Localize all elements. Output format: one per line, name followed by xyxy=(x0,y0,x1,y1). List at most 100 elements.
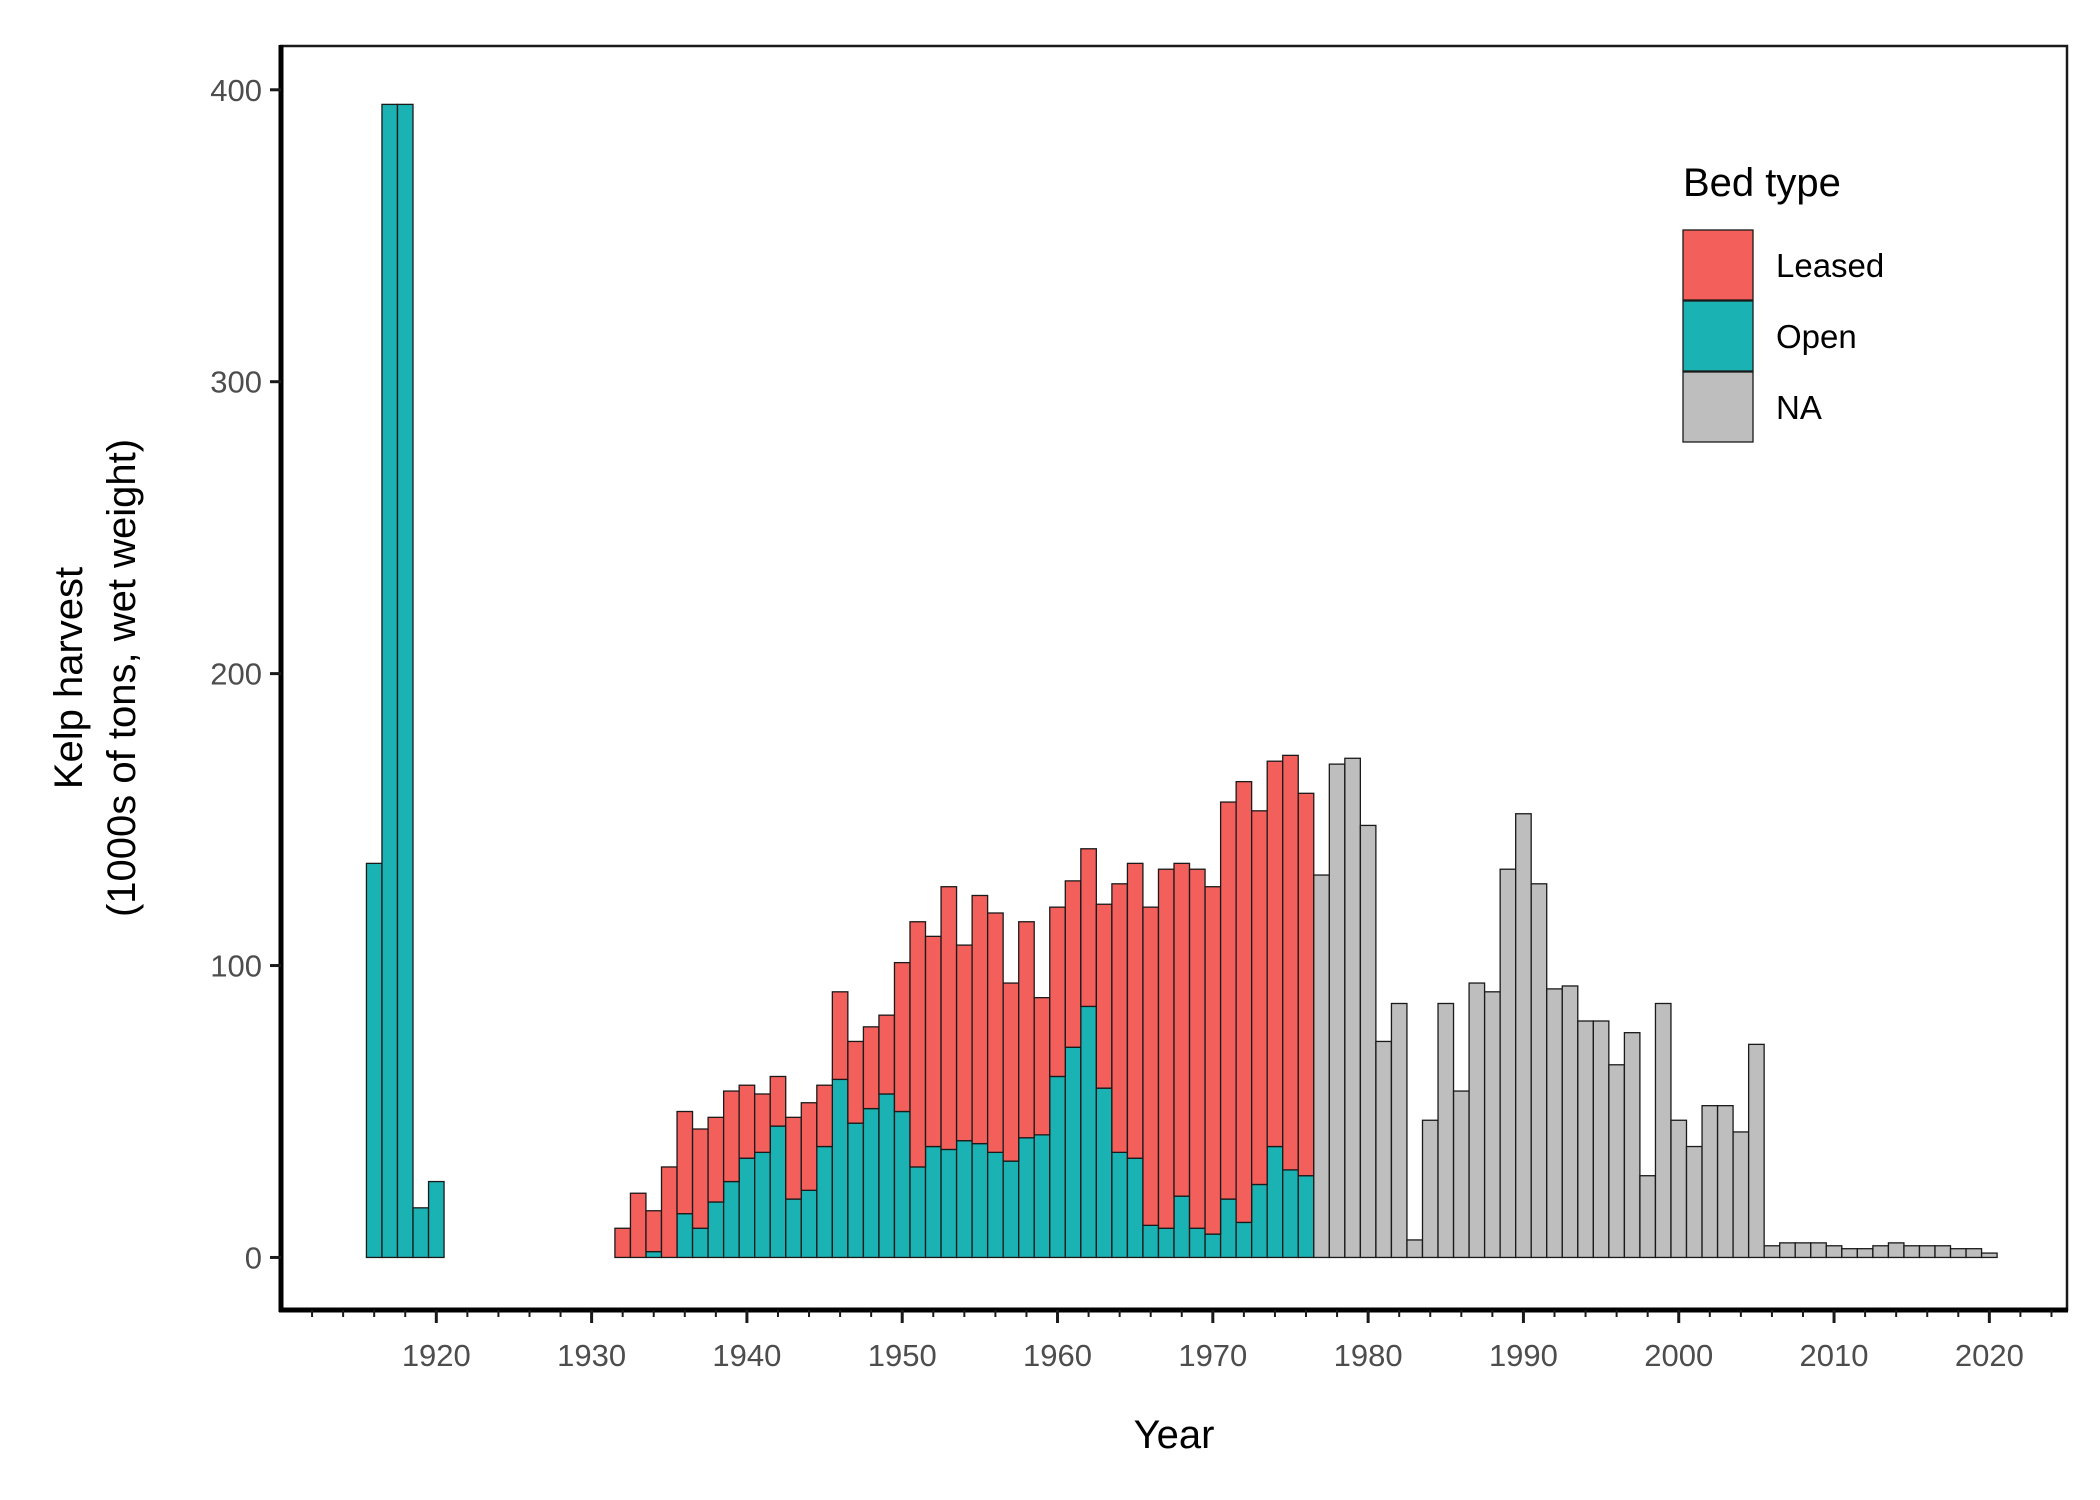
legend-label-open: Open xyxy=(1776,318,1857,355)
bar-open-1962 xyxy=(1080,1005,1097,1259)
bar-leased-1964 xyxy=(1111,883,1129,1154)
bar-open-1954 xyxy=(955,1140,973,1259)
bar-leased-1953 xyxy=(940,886,958,1151)
y-axis-title-line-1: Kelp harvest xyxy=(47,567,91,789)
y-tick-label-100: 100 xyxy=(210,949,262,984)
bar-leased-1940 xyxy=(738,1084,756,1159)
bar-leased-1956 xyxy=(987,912,1004,1154)
bar-open-1976 xyxy=(1297,1175,1315,1259)
bar-leased-1947 xyxy=(847,1040,865,1124)
bar-leased-1937 xyxy=(691,1128,709,1229)
x-tick-label-1960: 1960 xyxy=(1023,1338,1092,1373)
bar-na-2017 xyxy=(1934,1245,1952,1259)
bar-leased-1973 xyxy=(1251,810,1268,1186)
bar-leased-1962 xyxy=(1080,848,1097,1008)
y-tick-label-200: 200 xyxy=(210,657,262,692)
bar-na-1994 xyxy=(1577,1020,1594,1259)
bar-open-1949 xyxy=(878,1093,896,1259)
bar-na-2006 xyxy=(1763,1245,1781,1259)
bar-open-1938 xyxy=(707,1201,725,1259)
bar-leased-1936 xyxy=(676,1110,694,1215)
bar-na-2016 xyxy=(1918,1245,1936,1259)
bar-open-1955 xyxy=(971,1142,989,1259)
legend-swatch-leased xyxy=(1682,229,1754,301)
x-axis-title: Year xyxy=(1134,1413,1215,1457)
bar-leased-1950 xyxy=(893,961,911,1113)
bar-open-1968 xyxy=(1173,1195,1191,1259)
x-tick-label-1970: 1970 xyxy=(1178,1338,1247,1373)
bar-leased-1952 xyxy=(924,935,942,1148)
bar-na-2015 xyxy=(1903,1245,1921,1259)
bar-open-1934 xyxy=(645,1250,663,1259)
bar-na-2011 xyxy=(1841,1248,1858,1259)
bar-leased-1974 xyxy=(1266,760,1284,1148)
bar-leased-1955 xyxy=(971,894,989,1145)
y-tick-label-0: 0 xyxy=(245,1240,262,1275)
bar-leased-1960 xyxy=(1049,906,1066,1078)
bar-leased-1976 xyxy=(1297,792,1315,1177)
bar-open-1916 xyxy=(365,862,383,1259)
legend-title: Bed type xyxy=(1683,161,1841,205)
bar-na-2002 xyxy=(1701,1105,1719,1259)
bar-na-2020 xyxy=(1980,1252,1998,1259)
bar-leased-1961 xyxy=(1064,880,1082,1048)
bar-na-2018 xyxy=(1949,1248,1967,1259)
bar-open-1971 xyxy=(1219,1198,1237,1259)
axes-layer: 0 100 200 300 400 1920 1930 1940 1950 1960 1970 198… xyxy=(47,44,2069,1457)
bar-open-1961 xyxy=(1064,1046,1082,1259)
x-tick-label-2020: 2020 xyxy=(1955,1338,2024,1373)
bar-na-1992 xyxy=(1546,988,1563,1259)
x-tick-label-2010: 2010 xyxy=(1800,1338,1869,1373)
bar-leased-1972 xyxy=(1235,780,1253,1224)
bar-open-1937 xyxy=(691,1227,709,1259)
bar-leased-1949 xyxy=(878,1014,896,1095)
bar-leased-1941 xyxy=(754,1093,771,1154)
bar-na-1977 xyxy=(1313,874,1330,1259)
bar-open-1918 xyxy=(396,103,414,1259)
bar-na-1989 xyxy=(1499,868,1517,1259)
bar-open-1957 xyxy=(1002,1160,1020,1259)
bar-open-1952 xyxy=(924,1145,942,1259)
bar-leased-1943 xyxy=(785,1116,802,1200)
bar-open-1936 xyxy=(676,1213,694,1259)
bar-na-1980 xyxy=(1359,824,1377,1259)
bars-layer xyxy=(365,103,1998,1259)
bar-open-1963 xyxy=(1095,1087,1113,1259)
bar-leased-1939 xyxy=(722,1090,740,1183)
legend: Bed type Leased Open NA xyxy=(1682,161,1884,443)
bar-na-1978 xyxy=(1328,763,1346,1259)
bar-open-1919 xyxy=(412,1207,430,1259)
x-tick-label-1930: 1930 xyxy=(557,1338,626,1373)
bar-leased-1935 xyxy=(660,1166,678,1259)
bar-na-1996 xyxy=(1608,1064,1626,1259)
bar-open-1958 xyxy=(1018,1137,1035,1259)
bar-open-1950 xyxy=(893,1110,911,1259)
bar-leased-1966 xyxy=(1142,906,1160,1226)
bar-open-1959 xyxy=(1033,1134,1051,1259)
bar-na-2003 xyxy=(1716,1105,1734,1259)
y-axis-title-line-2: (1000s of tons, wet weight) xyxy=(100,439,144,917)
bar-open-1945 xyxy=(816,1145,833,1259)
bar-open-1941 xyxy=(754,1151,771,1259)
bar-open-1956 xyxy=(987,1151,1004,1259)
bar-na-1979 xyxy=(1344,757,1361,1259)
bar-leased-1946 xyxy=(831,991,849,1081)
bar-na-2007 xyxy=(1779,1242,1796,1259)
bar-na-2013 xyxy=(1872,1245,1890,1259)
bar-leased-1968 xyxy=(1173,862,1191,1197)
bar-leased-1967 xyxy=(1157,868,1175,1229)
bar-leased-1944 xyxy=(800,1102,818,1191)
bar-na-2004 xyxy=(1732,1131,1750,1259)
bar-open-1969 xyxy=(1188,1227,1206,1259)
bar-open-1917 xyxy=(381,103,399,1259)
bar-open-1975 xyxy=(1282,1169,1299,1259)
bar-open-1920 xyxy=(427,1180,445,1259)
bar-leased-1971 xyxy=(1219,801,1237,1200)
bar-open-1964 xyxy=(1111,1151,1129,1259)
bar-open-1974 xyxy=(1266,1145,1284,1259)
x-tick-label-1980: 1980 xyxy=(1334,1338,1403,1373)
bar-leased-1948 xyxy=(862,1026,880,1110)
bar-open-1972 xyxy=(1235,1221,1253,1259)
bar-na-1985 xyxy=(1437,1002,1455,1259)
